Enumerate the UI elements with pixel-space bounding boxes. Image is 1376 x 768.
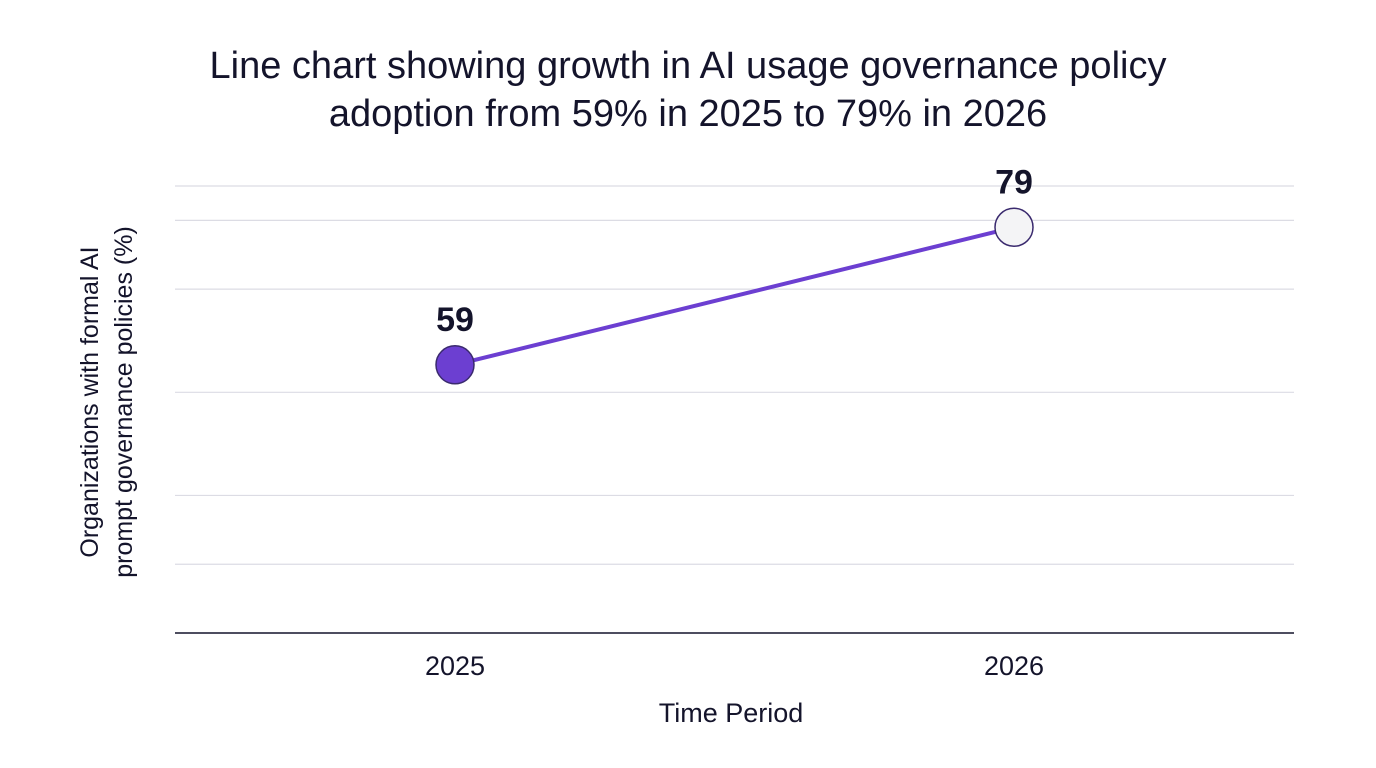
x-tick-label-2025: 2025 — [425, 651, 485, 681]
data-point-2026 — [994, 207, 1034, 248]
y-axis-label: Organizations with formal AI prompt gove… — [73, 182, 141, 622]
x-tick-label-2026: 2026 — [984, 651, 1044, 681]
x-axis-label: Time Period — [658, 698, 804, 728]
chart-title-line-1: Line chart showing growth in AI usage go… — [209, 45, 1167, 87]
data-label-2026: 79 — [995, 163, 1033, 201]
y-axis-label-line-2: prompt governance policies (%) — [110, 226, 138, 578]
data-point-2025 — [435, 345, 475, 385]
data-label-2025: 59 — [436, 301, 474, 339]
chart-title-line-2: adoption from 59% in 2025 to 79% in 2026 — [328, 93, 1048, 135]
chart-title: Line chart showing growth in AI usage go… — [88, 42, 1288, 138]
series-line-0 — [453, 225, 1016, 367]
y-axis-label-line-1: Organizations with formal AI — [76, 246, 104, 558]
